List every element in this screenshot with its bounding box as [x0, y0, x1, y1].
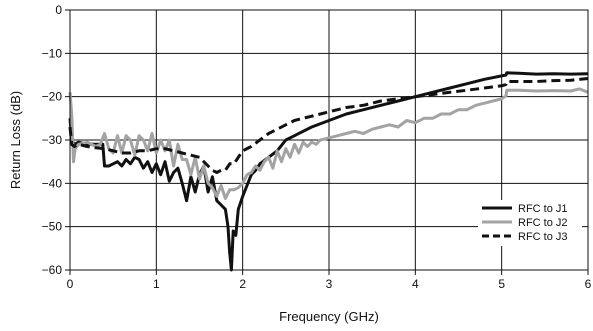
y-tick-label: −50: [42, 220, 63, 234]
y-tick-label: −10: [42, 46, 63, 60]
y-tick-label: −60: [42, 263, 63, 277]
legend-label: RFC to J2: [518, 217, 568, 229]
tick-labels: 0 1 2 3 4 5 6 0 −10 −20 −30 −40 −50 −60: [42, 3, 592, 291]
x-tick-label: 4: [412, 277, 419, 291]
y-axis-title: Return Loss (dB): [8, 91, 23, 189]
y-tick-label: −40: [42, 176, 63, 190]
x-tick-label: 1: [153, 277, 160, 291]
y-tick-label: −20: [42, 90, 63, 104]
x-tick-label: 5: [498, 277, 505, 291]
x-tick-label: 0: [67, 277, 74, 291]
legend-label: RFC to J3: [518, 231, 568, 243]
x-tick-label: 2: [239, 277, 246, 291]
x-tick-label: 3: [326, 277, 333, 291]
series-line-3: [68, 77, 589, 174]
legend: RFC to J1 RFC to J2 RFC to J3: [478, 200, 582, 246]
legend-label: RFC to J1: [518, 203, 568, 215]
series-layer: [68, 71, 589, 272]
y-tick-label: 0: [55, 3, 62, 17]
x-axis-title: Frequency (GHz): [279, 309, 379, 324]
y-tick-label: −30: [42, 133, 63, 147]
series-line-2: [68, 87, 589, 200]
x-tick-label: 6: [585, 277, 592, 291]
